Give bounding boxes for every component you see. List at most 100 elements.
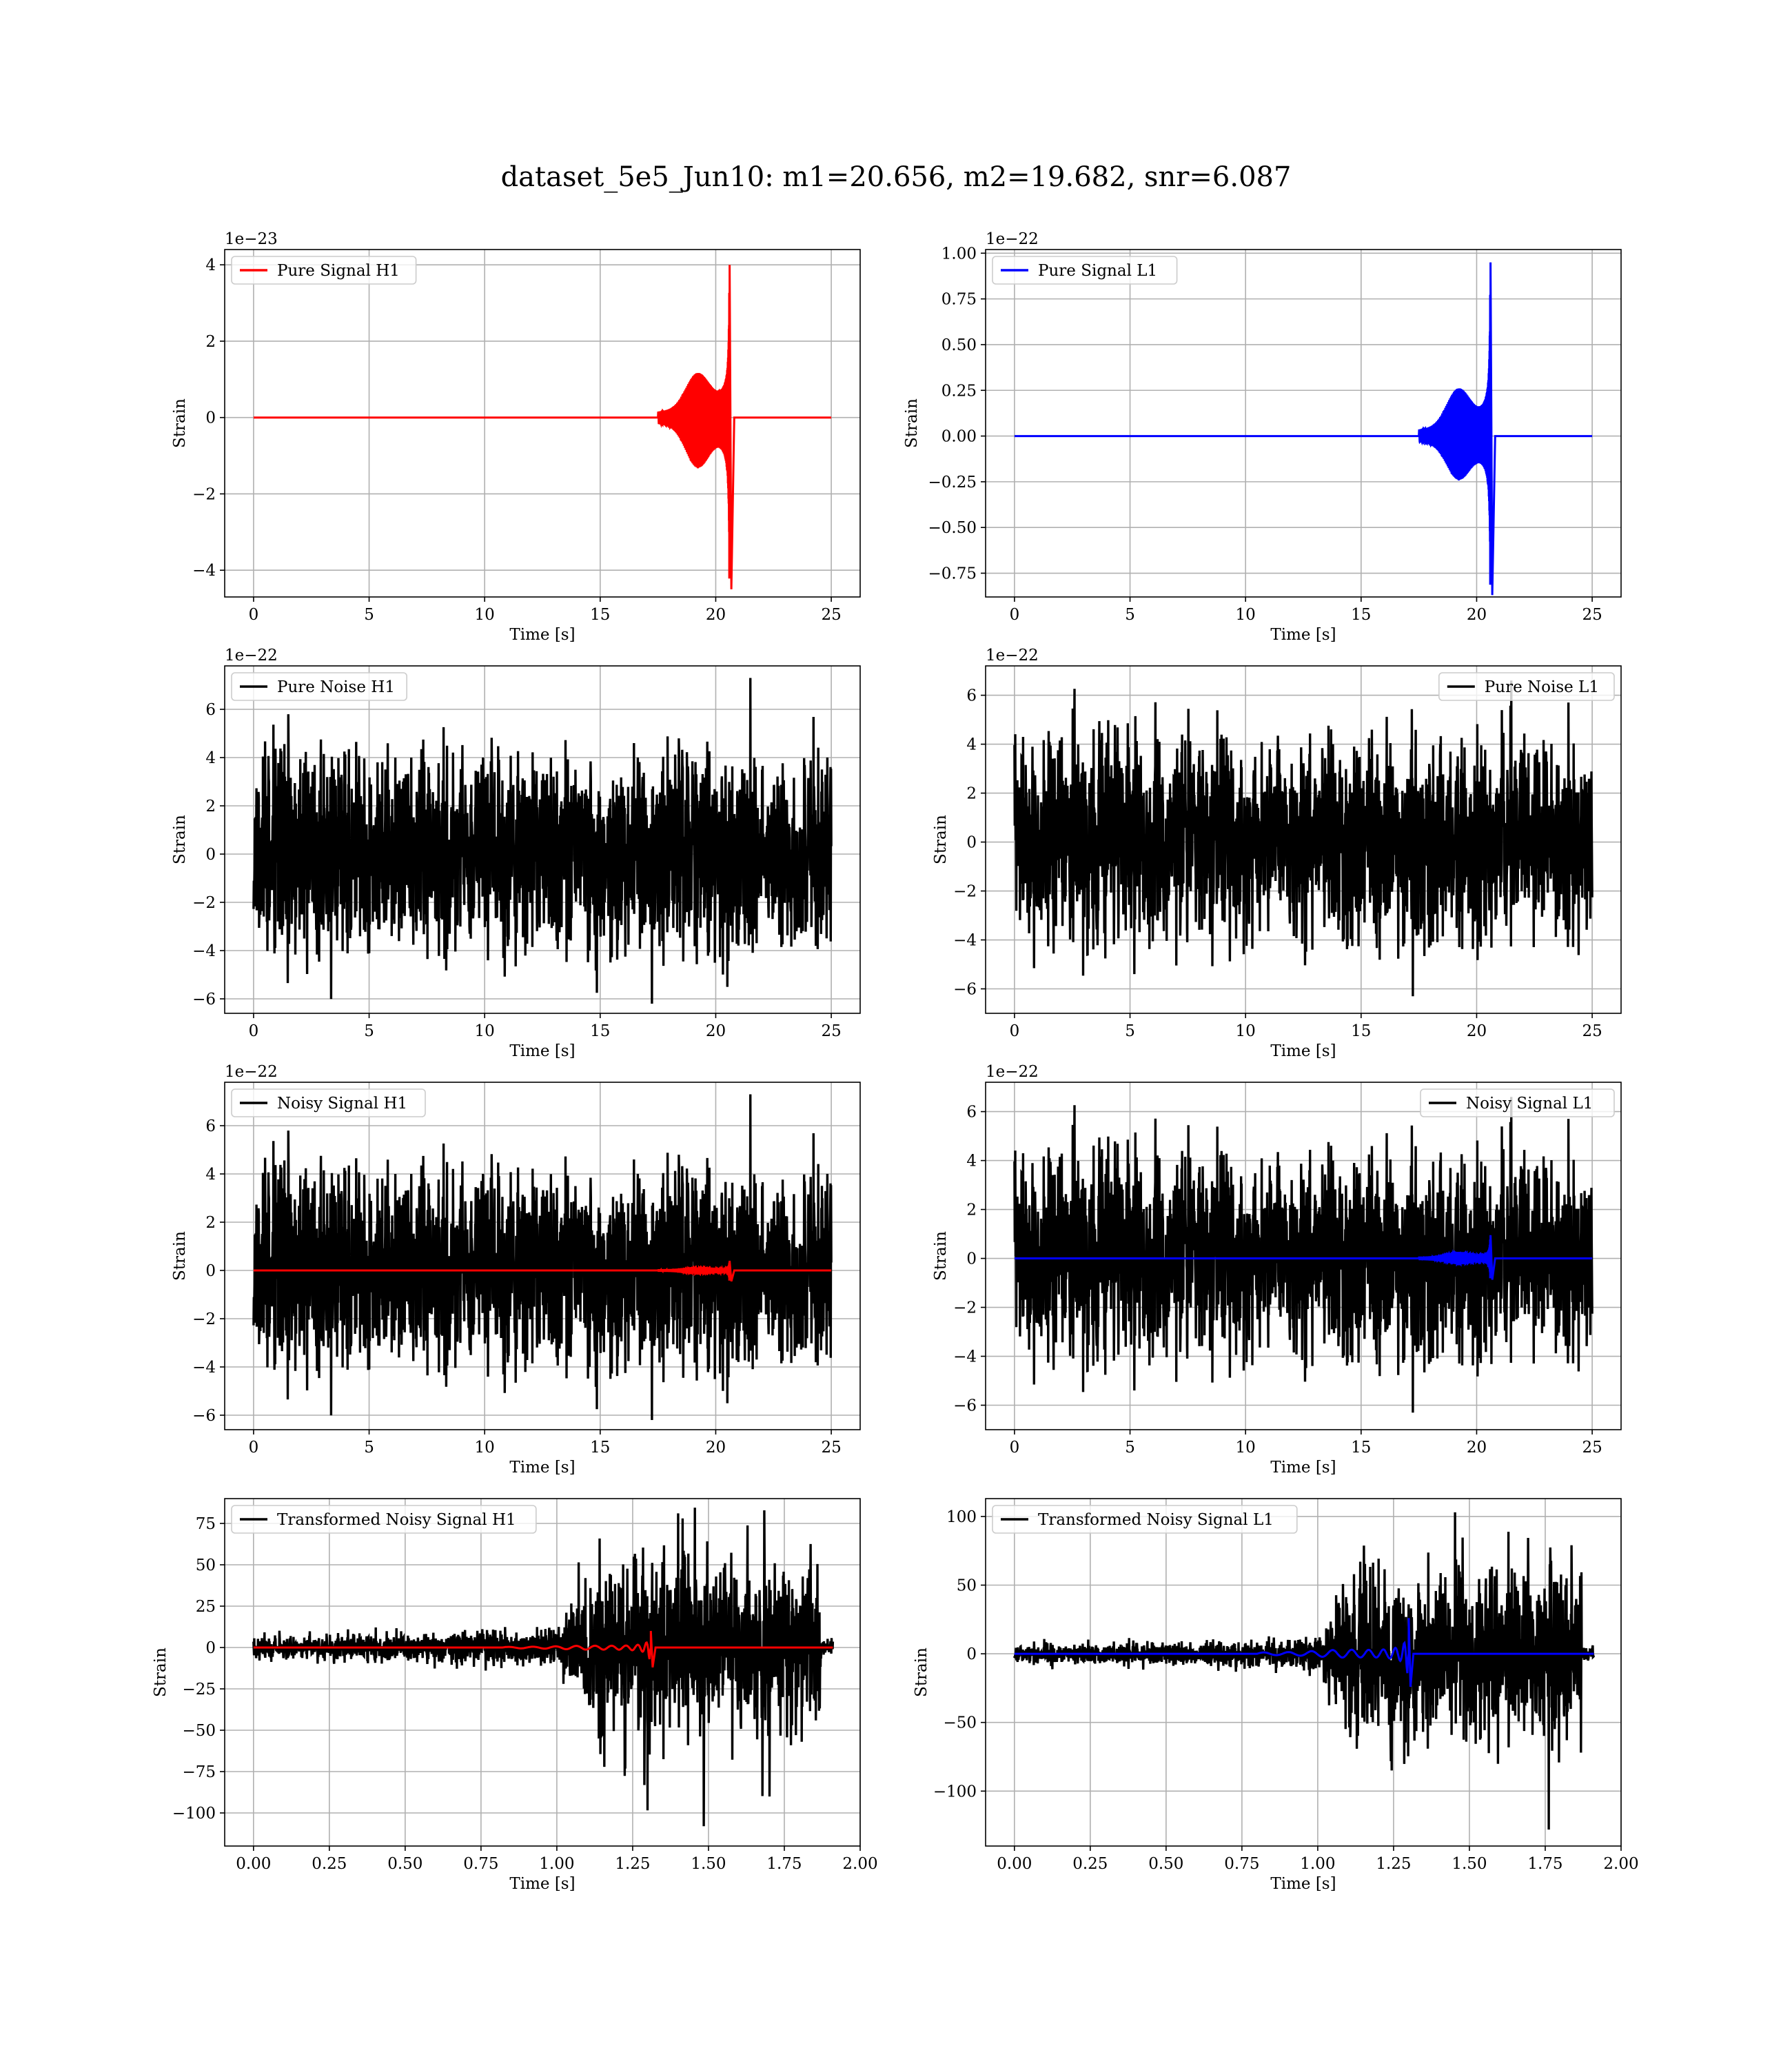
figure-suptitle: dataset_5e5_Jun10: m1=20.656, m2=19.682,… — [501, 161, 1292, 193]
x-tick-label: 20 — [1467, 1022, 1487, 1040]
y-tick-label: −4 — [192, 1359, 216, 1377]
x-tick-label: 1.75 — [766, 1855, 802, 1873]
y-axis-label: Strain — [932, 815, 950, 864]
series-line-noisy-signal-l1 — [1013, 1097, 1594, 1413]
legend: Pure Signal H1 — [231, 256, 417, 285]
x-tick-label: 15 — [590, 606, 610, 624]
x-tick-label: 1.75 — [1527, 1855, 1562, 1873]
legend-label: Pure Noise L1 — [1485, 678, 1599, 696]
series-line-overlay-1 — [253, 1260, 832, 1282]
series-layer — [252, 678, 833, 1004]
y-tick-label: −25 — [182, 1681, 216, 1699]
y-tick-label: −50 — [182, 1722, 216, 1740]
y-tick-label: −2 — [192, 1310, 216, 1328]
subplot-noisy-signal-l1: 0 5 10 15 20 25 −6 −4 −2 0 2 4 6 Time [s] Strain 1e−22 N… — [932, 1063, 1622, 1477]
x-tick-label: 25 — [821, 1022, 841, 1040]
x-tick-label: 25 — [1582, 1439, 1602, 1457]
y-tick-label: 0 — [205, 1639, 216, 1657]
y-tick-label: 1.00 — [941, 245, 977, 263]
y-axis-label: Strain — [171, 815, 189, 864]
y-tick-label: 6 — [205, 701, 216, 719]
series-layer — [1014, 262, 1593, 596]
axes-frame — [224, 1082, 861, 1430]
y-tick-label: 0.00 — [941, 428, 977, 446]
y-tick-label: −6 — [192, 1407, 216, 1425]
y-tick-label: −75 — [182, 1763, 216, 1781]
y-tick-label: 2 — [205, 333, 216, 351]
x-tick-label: 20 — [1467, 606, 1487, 624]
legend: Pure Noise H1 — [231, 672, 407, 701]
x-tick-label: 0 — [249, 1022, 259, 1040]
series-line-pure-signal-l1 — [1014, 262, 1593, 596]
x-tick-label: 25 — [821, 606, 841, 624]
y-axis-label: Strain — [152, 1648, 170, 1697]
x-tick-label: 1.00 — [539, 1855, 574, 1873]
x-tick-label: 15 — [1351, 1022, 1371, 1040]
series-layer — [1013, 1097, 1594, 1413]
x-tick-label: 0.75 — [1224, 1855, 1259, 1873]
x-tick-label: 0 — [1010, 606, 1020, 624]
y-axis-label: Strain — [903, 398, 921, 448]
x-tick-label: 20 — [706, 606, 726, 624]
y-tick-label: −6 — [953, 1397, 977, 1415]
y-tick-label: 0 — [966, 1250, 977, 1268]
x-tick-label: 0 — [249, 606, 259, 624]
series-line-transformed-noisy-signal-h1 — [252, 1508, 835, 1827]
x-axis-label: Time [s] — [1270, 1459, 1336, 1477]
axes-frame — [224, 249, 861, 598]
x-tick-label: 15 — [1351, 606, 1371, 624]
subplot-transformed-noisy-signal-h1: 0.00 0.25 0.50 0.75 1.00 1.25 1.50 1.75 2.00 −100… — [152, 1498, 878, 1893]
series-line-pure-noise-l1 — [1013, 680, 1594, 997]
y-tick-label: 2 — [966, 785, 977, 803]
y-offset-text: 1e−22 — [225, 1063, 278, 1081]
y-tick-label: −4 — [953, 1348, 977, 1366]
y-tick-label: 0 — [966, 834, 977, 852]
x-tick-label: 5 — [364, 1439, 374, 1457]
x-tick-label: 20 — [706, 1022, 726, 1040]
y-tick-label: −100 — [933, 1783, 977, 1801]
subplot-pure-noise-l1: 0 5 10 15 20 25 −6 −4 −2 0 2 4 6 Time [s] Strain 1e−22 P… — [932, 647, 1622, 1060]
y-tick-label: −0.25 — [928, 474, 977, 491]
grid-lines — [986, 250, 1621, 597]
series-line-overlay-1 — [1014, 1618, 1594, 1687]
x-axis-label: Time [s] — [509, 626, 575, 644]
y-tick-label: 2 — [966, 1202, 977, 1219]
y-tick-label: 6 — [205, 1117, 216, 1135]
legend: Transformed Noisy Signal L1 — [992, 1505, 1298, 1534]
y-axis-label: Strain — [932, 1231, 950, 1281]
y-tick-label: −2 — [192, 894, 216, 912]
y-tick-label: 4 — [205, 256, 216, 274]
y-tick-label: 6 — [966, 1104, 977, 1122]
x-tick-label: 0.00 — [236, 1855, 271, 1873]
x-tick-label: 0.75 — [463, 1855, 498, 1873]
axes-frame — [224, 1498, 861, 1847]
x-tick-label: 5 — [1125, 606, 1135, 624]
series-layer — [252, 1094, 833, 1421]
subplot-pure-signal-l1: 0 5 10 15 20 25 −0.75 −0.50 −0.25 0.00 0.25 0.50 0.7… — [903, 230, 1622, 644]
y-tick-label: 6 — [966, 687, 977, 705]
y-tick-label: 4 — [205, 749, 216, 767]
legend-label: Noisy Signal L1 — [1466, 1095, 1593, 1113]
y-axis-label: Strain — [171, 1231, 189, 1281]
x-tick-label: 25 — [1582, 1022, 1602, 1040]
x-tick-label: 10 — [475, 606, 495, 624]
y-tick-label: 50 — [957, 1577, 977, 1595]
y-tick-label: −50 — [943, 1714, 977, 1732]
x-tick-label: 5 — [364, 606, 374, 624]
y-axis-label: Strain — [913, 1648, 930, 1697]
legend: Noisy Signal L1 — [1420, 1088, 1615, 1117]
x-tick-label: 1.50 — [691, 1855, 726, 1873]
legend-frame — [231, 1088, 426, 1117]
x-tick-label: 20 — [706, 1439, 726, 1457]
axes-frame — [985, 1082, 1622, 1430]
y-tick-label: 100 — [946, 1508, 977, 1526]
y-tick-label: 4 — [966, 1153, 977, 1170]
legend-frame — [231, 1505, 537, 1534]
series-line-overlay-1 — [1014, 1235, 1593, 1280]
x-tick-label: 0.50 — [387, 1855, 422, 1873]
x-tick-label: 25 — [821, 1439, 841, 1457]
x-axis-label: Time [s] — [509, 1042, 575, 1060]
y-tick-label: −0.75 — [928, 565, 977, 583]
